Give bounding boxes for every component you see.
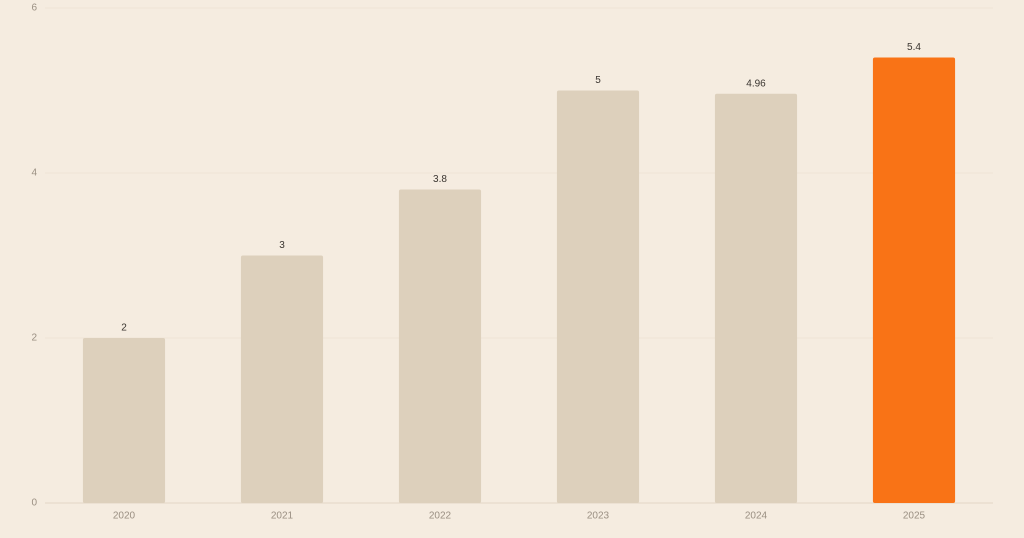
x-tick-label: 2022 bbox=[429, 511, 452, 522]
data-label: 5 bbox=[595, 75, 601, 86]
x-tick-label: 2020 bbox=[113, 511, 136, 522]
data-label: 5.4 bbox=[907, 42, 921, 53]
y-tick-label: 0 bbox=[31, 498, 37, 509]
data-label: 3.8 bbox=[433, 174, 447, 185]
y-tick-label: 6 bbox=[31, 3, 37, 14]
data-label: 3 bbox=[279, 240, 285, 251]
y-tick-label: 2 bbox=[31, 333, 37, 344]
x-tick-label: 2023 bbox=[587, 511, 610, 522]
y-tick-label: 4 bbox=[31, 168, 37, 179]
bar bbox=[714, 93, 798, 504]
bar bbox=[240, 255, 324, 503]
x-tick-label: 2021 bbox=[271, 511, 294, 522]
bar bbox=[398, 189, 482, 503]
x-tick-label: 2024 bbox=[745, 511, 768, 522]
bar bbox=[872, 57, 956, 503]
data-label: 2 bbox=[121, 323, 127, 334]
data-label: 4.96 bbox=[746, 78, 766, 89]
bar bbox=[556, 90, 640, 503]
bar bbox=[82, 338, 166, 503]
x-tick-label: 2025 bbox=[903, 511, 926, 522]
